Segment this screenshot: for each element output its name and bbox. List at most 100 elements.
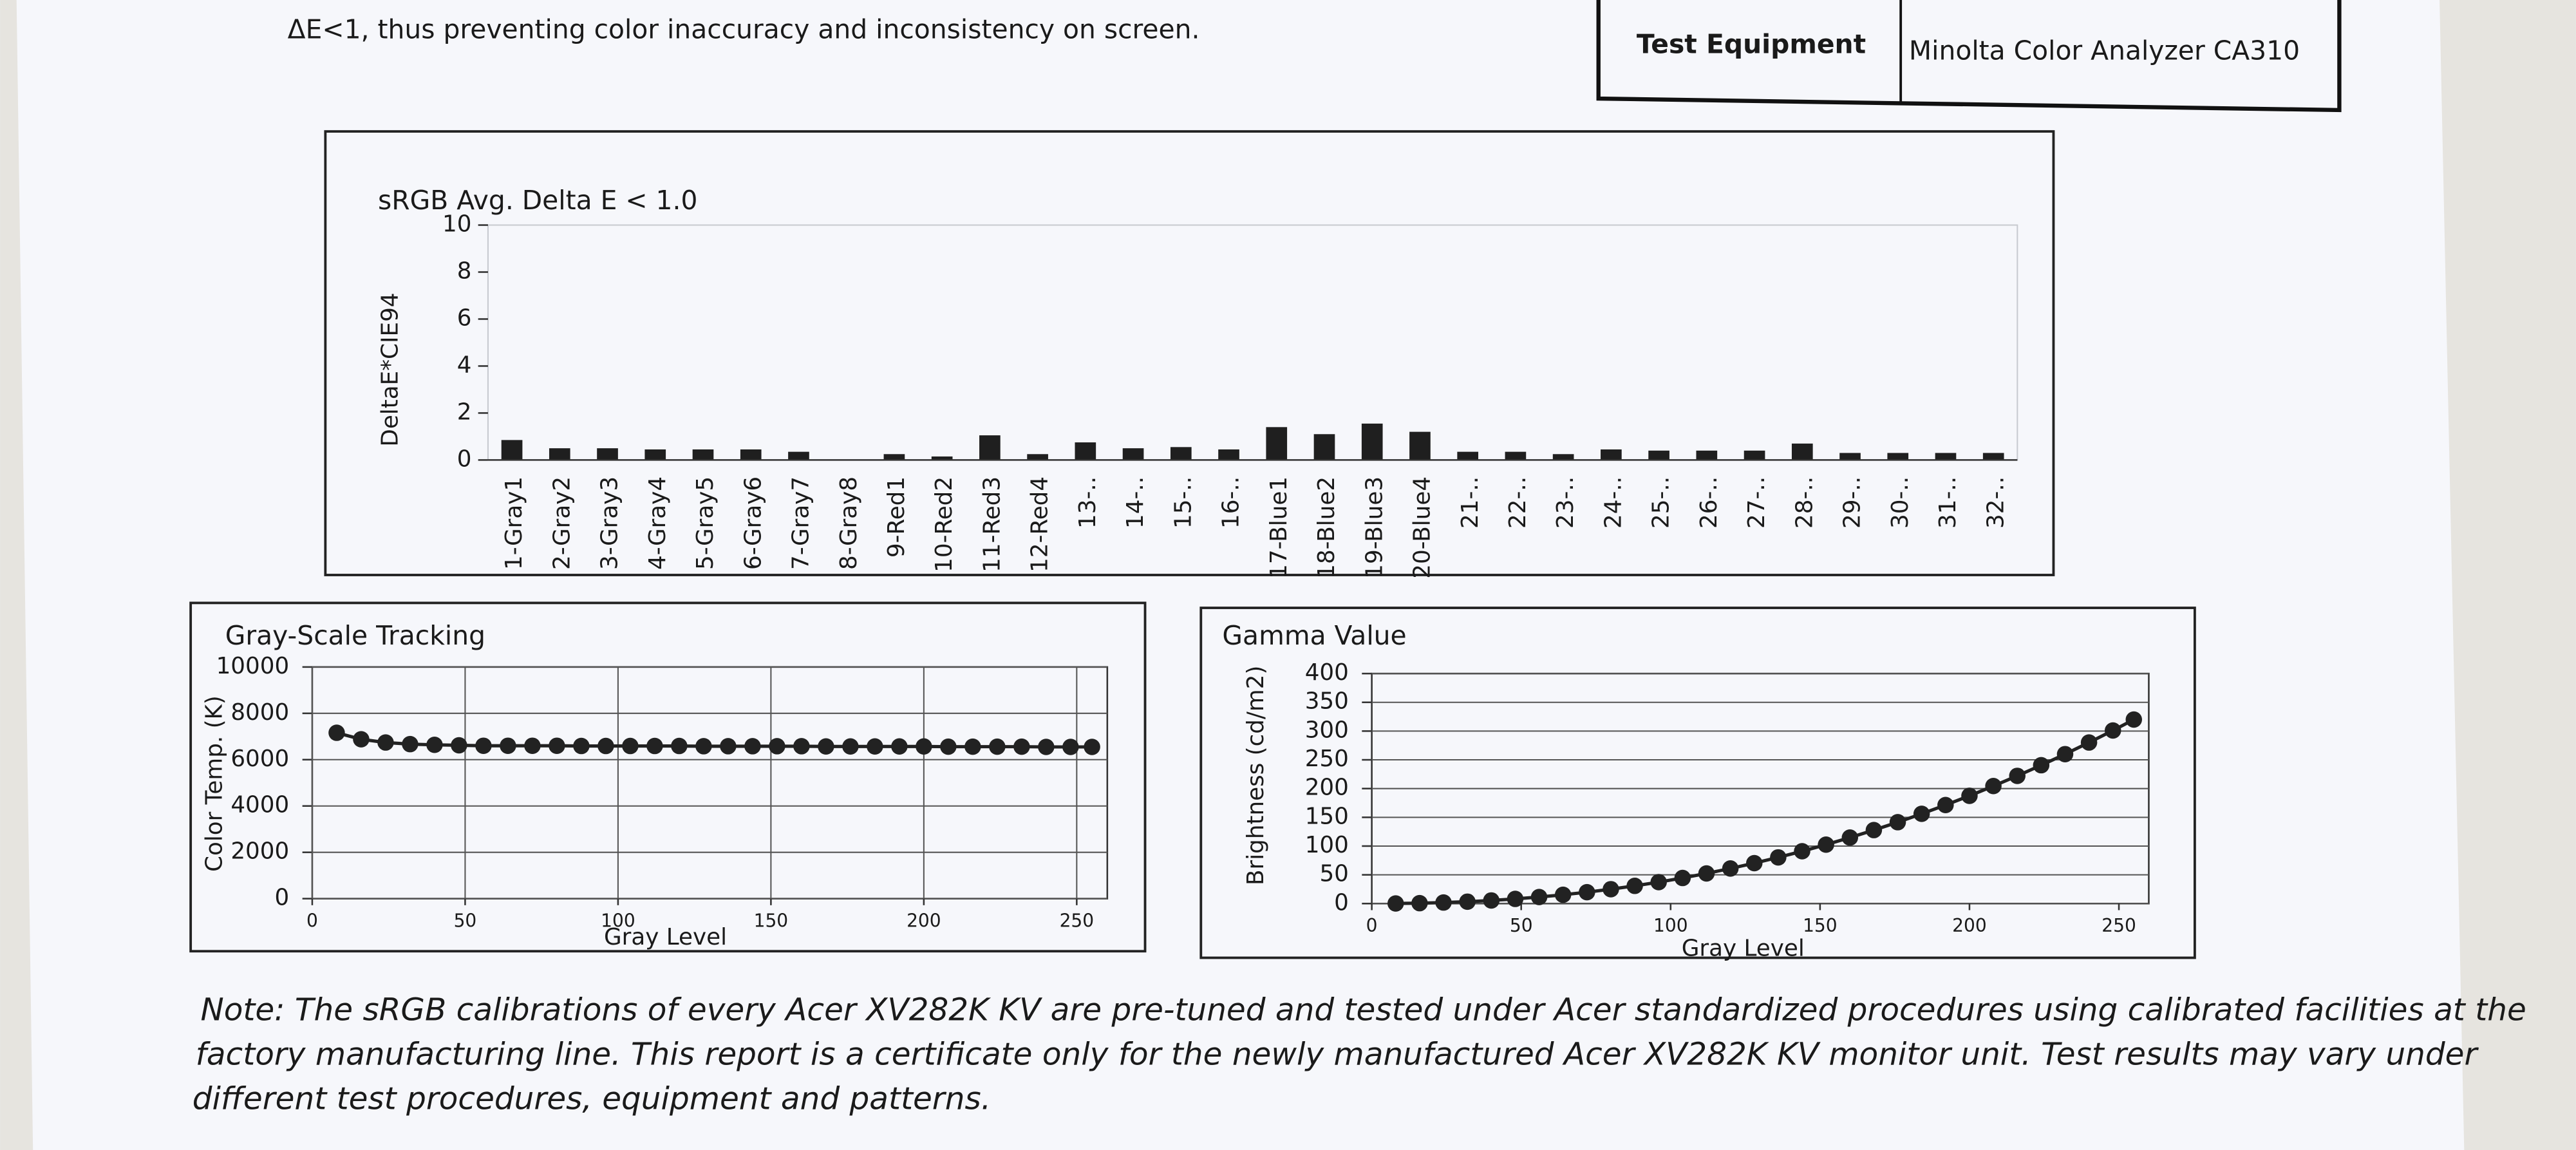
x-axis-label: Gray Level — [1682, 936, 1805, 962]
x-tick-label: 26-.. — [1696, 476, 1722, 529]
data-point — [695, 738, 712, 755]
bar — [1839, 453, 1861, 460]
data-point — [940, 738, 957, 755]
data-point — [1985, 777, 2002, 795]
data-point — [353, 731, 370, 748]
chart-title: Gamma Value — [1222, 620, 1406, 651]
x-tick-label: 23-.. — [1552, 476, 1579, 529]
y-tick-label: 4000 — [230, 792, 289, 818]
x-tick-label: 10-Red2 — [931, 476, 957, 572]
bar — [1505, 451, 1527, 460]
data-point — [475, 737, 492, 754]
data-point — [2056, 746, 2074, 762]
x-tick-label: 6-Gray6 — [740, 476, 766, 570]
bar — [1648, 450, 1669, 460]
y-axis-label: Brightness (cd/m2) — [1243, 666, 1269, 885]
x-tick-label: 0 — [1366, 915, 1378, 936]
data-point — [402, 735, 418, 753]
chart-title: Gray-Scale Tracking — [225, 620, 485, 651]
data-point — [1507, 891, 1524, 907]
data-point — [1062, 739, 1079, 755]
bar — [788, 451, 809, 460]
data-point — [1961, 787, 1978, 804]
bar — [979, 435, 1001, 460]
data-point — [1626, 878, 1643, 894]
note-line: Note: The sRGB calibrations of every Ace… — [200, 992, 2526, 1028]
data-point — [1913, 806, 1930, 822]
y-tick-label: 6000 — [230, 746, 289, 772]
x-tick-label: 1-Gray1 — [501, 476, 527, 570]
bar — [1552, 454, 1574, 460]
bar — [1887, 453, 1909, 460]
data-point — [377, 734, 394, 751]
table-label: Test Equipment — [1637, 28, 1866, 59]
x-tick-label: 31-.. — [1935, 476, 1961, 529]
x-tick-label: 5-Gray5 — [692, 476, 719, 570]
y-tick-label: 250 — [1305, 746, 1349, 772]
bar — [1409, 431, 1431, 460]
x-tick-label: 100 — [601, 910, 635, 931]
data-point — [964, 738, 981, 755]
equipment-table: Test Equipment Minolta Color Analyzer CA… — [1596, 0, 2342, 113]
chart-frame — [1199, 607, 2196, 959]
data-point — [769, 738, 785, 755]
charts: sRGB Avg. Delta E < 1.0 DeltaE*CIE94 0 2 4 6 8… — [201, 185, 2150, 962]
x-tick-label: 21-.. — [1457, 476, 1483, 529]
data-point — [671, 737, 688, 755]
x-tick-label: 24-.. — [1600, 476, 1626, 529]
data-point — [842, 738, 859, 755]
x-tick-label: 22-.. — [1505, 476, 1531, 529]
data-point — [328, 724, 345, 741]
bar — [1266, 427, 1288, 460]
y-tick-label: 100 — [1305, 832, 1349, 858]
y-axis-label: Color Temp. (K) — [201, 695, 227, 872]
data-point — [916, 738, 932, 755]
x-tick-label: 8-Gray8 — [836, 476, 862, 570]
y-tick-label: 0 — [457, 446, 472, 472]
data-point — [1650, 874, 1667, 891]
x-tick-label: 12-Red4 — [1027, 476, 1053, 572]
x-tick-label: 250 — [1060, 910, 1095, 931]
data-point — [646, 737, 663, 755]
x-tick-label: 27-.. — [1744, 476, 1770, 529]
chart-title: sRGB Avg. Delta E < 1.0 — [378, 185, 697, 216]
x-tick-label: 9-Red1 — [883, 476, 910, 558]
y-axis-label: DeltaE*CIE94 — [377, 292, 403, 446]
data-point — [1865, 822, 1883, 838]
bar — [1122, 448, 1144, 460]
data-point — [500, 737, 516, 754]
x-tick-label: 150 — [1803, 915, 1838, 936]
x-tick-label: 14-.. — [1122, 476, 1149, 529]
y-tick-label: 10 — [442, 211, 471, 238]
data-point — [1889, 814, 1906, 831]
data-point — [573, 737, 590, 755]
data-point — [1937, 797, 1954, 813]
x-tick-label: 250 — [2101, 915, 2136, 936]
x-tick-label: 50 — [1510, 915, 1533, 936]
x-tick-label: 13-.. — [1075, 476, 1101, 529]
note-line: different test procedures, equipment and… — [193, 1080, 991, 1117]
data-point — [1674, 869, 1691, 887]
x-tick-label: 7-Gray7 — [788, 476, 814, 570]
bar — [931, 456, 953, 460]
chart-frame — [189, 601, 1147, 953]
bar — [1170, 447, 1192, 460]
table-value: Minolta Color Analyzer CA310 — [1909, 35, 2300, 66]
y-tick-label: 300 — [1305, 717, 1349, 743]
bar — [1696, 450, 1718, 460]
header-text: ΔE<1, thus preventing color inaccuracy a… — [288, 14, 1200, 44]
bar — [1601, 449, 1622, 460]
data-point — [1818, 836, 1834, 853]
data-point — [2104, 722, 2121, 739]
x-tick-label: 15-.. — [1170, 476, 1196, 529]
bar — [1744, 450, 1765, 460]
note-line: factory manufacturing line. This report … — [196, 1037, 2479, 1073]
y-tick-label: 0 — [274, 885, 289, 911]
bar — [1027, 454, 1048, 460]
data-point — [1698, 865, 1715, 882]
bar — [1218, 449, 1239, 460]
data-point — [1435, 894, 1452, 911]
data-point — [1770, 849, 1787, 866]
data-point — [1579, 883, 1595, 901]
